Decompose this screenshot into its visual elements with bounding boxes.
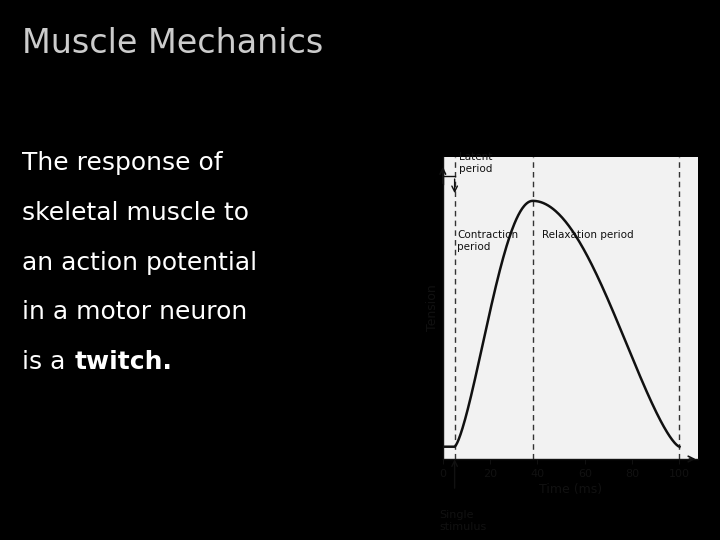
Text: Single
stimulus: Single stimulus — [439, 510, 487, 532]
Text: The response of: The response of — [22, 151, 222, 175]
Text: Latent
period: Latent period — [459, 152, 492, 174]
Text: skeletal muscle to: skeletal muscle to — [22, 201, 248, 225]
Text: Muscle Mechanics: Muscle Mechanics — [22, 27, 323, 60]
X-axis label: Time (ms): Time (ms) — [539, 483, 602, 496]
Text: in a motor neuron: in a motor neuron — [22, 300, 247, 324]
Y-axis label: Tension: Tension — [426, 285, 438, 331]
Text: twitch.: twitch. — [74, 350, 172, 374]
Text: Relaxation period: Relaxation period — [542, 231, 634, 240]
Text: an action potential: an action potential — [22, 251, 257, 274]
Text: Contraction
period: Contraction period — [457, 231, 518, 252]
Text: is a: is a — [22, 350, 73, 374]
